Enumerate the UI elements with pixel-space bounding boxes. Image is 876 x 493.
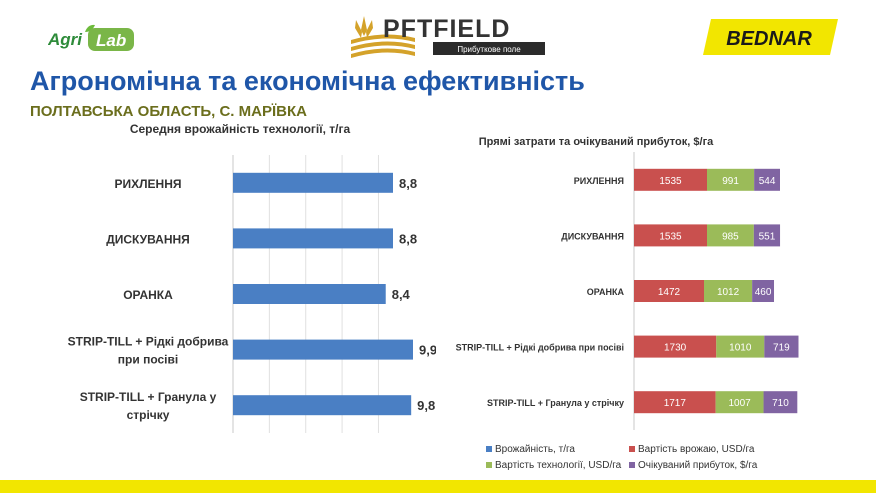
bednar-badge (703, 19, 838, 55)
category-label-line: ДИСКУВАННЯ (106, 232, 190, 246)
value-label: 9,8 (417, 398, 435, 413)
category-label: ОРАНКА (587, 287, 625, 297)
leaf-icon (85, 24, 95, 32)
yield-chart: Середня врожайність технології, т/га 8,8 Р… (68, 122, 436, 433)
category-label-line: РИХЛЕННЯ (114, 177, 181, 191)
stack-segment (634, 224, 707, 247)
stack-segment (707, 168, 755, 191)
pftfield-tagline: Прибуткове поле (457, 45, 521, 54)
segment-label: 710 (772, 398, 789, 409)
segment-label: 1472 (658, 287, 681, 298)
stack-segment (715, 391, 764, 414)
bednar-logo: BEDNAR (703, 19, 838, 55)
category-label-line: ОРАНКА (123, 288, 173, 302)
legend-swatch (486, 446, 492, 452)
category-label-line: STRIP-TILL + Гранула у (80, 390, 217, 404)
category-label: РИХЛЕННЯ (114, 177, 181, 191)
stack-segment (707, 224, 754, 247)
bednar-name: BEDNAR (726, 28, 812, 50)
agrilab-word2: Lab (96, 31, 126, 50)
category-label: STRIP-TILL + Рідкі добрива при посіві (68, 335, 229, 367)
segment-label: 1730 (664, 343, 687, 354)
segment-label: 1717 (664, 398, 687, 409)
value-label: 9,9 (419, 343, 436, 358)
value-label: 8,8 (399, 176, 417, 191)
chart-title: Середня врожайність технології, т/га (130, 122, 351, 136)
bar (233, 339, 413, 360)
segment-label: 985 (722, 231, 739, 242)
legend-swatch (629, 446, 635, 452)
stack-segment (716, 335, 765, 358)
stack-segment (754, 168, 780, 191)
bar (233, 172, 393, 193)
stack-segment (704, 280, 753, 302)
category-label: РИХЛЕННЯ (574, 176, 624, 186)
category-label: ДИСКУВАННЯ (106, 232, 190, 246)
value-label: 8,8 (399, 231, 417, 246)
page-subtitle: ПОЛТАВСЬКА ОБЛАСТЬ, С. МАРЇВКА (30, 103, 307, 120)
legend-label: Очікуваний прибуток, $/га (638, 459, 758, 471)
page-title: Агрономічна та економічна ефективність (30, 66, 585, 96)
stack-segment (763, 391, 798, 414)
footer-bar (0, 480, 876, 493)
legend-swatch (629, 462, 635, 468)
bar (233, 395, 412, 416)
stack-segment (753, 224, 781, 247)
category-label: ДИСКУВАННЯ (561, 231, 624, 241)
legend-label: Вартість технології, USD/га (495, 460, 622, 471)
chart-title: Прямі затрати та очікуваний прибуток, $/… (479, 136, 714, 148)
legend-label: Вартість врожаю, USD/га (638, 444, 755, 455)
segment-label: 719 (773, 343, 790, 354)
segment-label: 1012 (717, 287, 740, 298)
category-label: STRIP-TILL + Гранула у стрічку (80, 390, 217, 422)
segment-label: 1007 (728, 398, 751, 409)
wheat-icon (351, 16, 415, 58)
pftfield-name: PFTFIELD (383, 15, 510, 43)
category-label: ОРАНКА (123, 288, 173, 302)
category-label-line: STRIP-TILL + Рідкі добрива (68, 335, 229, 349)
stack-segment (634, 335, 717, 358)
pftfield-tagline-bg (433, 42, 545, 55)
stack-segment (634, 391, 716, 414)
stack-segment (634, 280, 705, 302)
category-label: STRIP-TILL + Рідкі добрива при посіві (456, 343, 624, 353)
legend-swatch (486, 462, 492, 468)
category-label-line: при посіві (118, 353, 178, 367)
segment-label: 544 (759, 176, 776, 187)
segment-label: 1535 (659, 176, 682, 187)
segment-label: 460 (755, 287, 772, 298)
agrilab-word1: Agri (48, 30, 83, 49)
stack-segment (752, 280, 775, 302)
stack-segment (764, 335, 799, 358)
segment-label: 1010 (729, 343, 752, 354)
stack-segment (634, 168, 707, 191)
agrilab-logo: Agri Lab (47, 22, 138, 52)
category-label-line: стрічку (127, 408, 170, 422)
agrilab-badge (88, 28, 134, 51)
bar (233, 228, 393, 249)
segment-label: 991 (722, 176, 739, 187)
bar (233, 284, 386, 304)
segment-label: 551 (759, 231, 776, 242)
pftfield-logo: PFTFIELD Прибуткове поле (345, 12, 550, 62)
value-label: 8,4 (392, 287, 411, 302)
category-label: STRIP-TILL + Гранула у стрічку (487, 398, 624, 408)
cost-profit-chart: Прямі затрати та очікуваний прибуток, $/… (456, 136, 799, 471)
legend-label: Врожайність, т/га (495, 444, 575, 455)
segment-label: 1535 (659, 231, 682, 242)
